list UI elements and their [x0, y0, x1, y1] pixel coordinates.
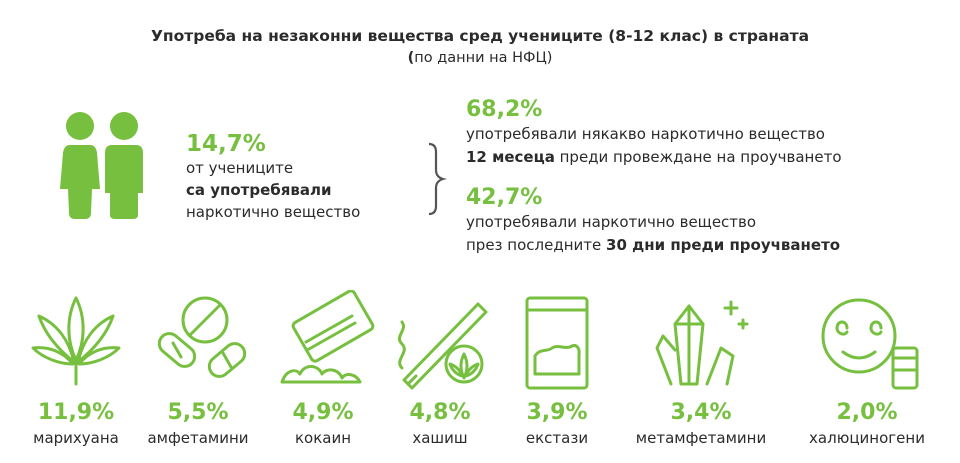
- stat-12-months-rest: преди провеждане на проучването: [554, 148, 842, 166]
- substance-percent: 4,9%: [292, 400, 354, 425]
- stat-12-months-value: 68,2%: [466, 97, 543, 122]
- substance-item: 11,9% марихуана: [16, 290, 136, 447]
- substance-item: 4,9% кокаин: [263, 290, 383, 447]
- substance-percent: 4,8%: [409, 400, 471, 425]
- substance-percent: 2,0%: [836, 400, 898, 425]
- substance-percent: 11,9%: [37, 400, 115, 425]
- stat-30-days-value: 42,7%: [466, 185, 543, 210]
- subtitle-text: по данни на НФЦ): [414, 50, 553, 66]
- stat-30-days-line1: употребявали наркотично вещество: [466, 213, 757, 231]
- stat-12-months: 68,2% употребявали някакво наркотично ве…: [466, 96, 842, 169]
- page-title: Употреба на незаконни вещества сред учен…: [150, 27, 810, 45]
- substance-item: 4,8% хашиш: [380, 290, 500, 447]
- substance-item: 3,9% екстази: [497, 290, 617, 447]
- substance-name: амфетамини: [147, 429, 249, 447]
- main-stat: 14,7% от учениците са употребявали нарко…: [186, 131, 360, 223]
- main-stat-line3: наркотично вещество: [186, 203, 361, 221]
- main-stat-line1: от учениците: [186, 159, 294, 177]
- page-subtitle: (по данни на НФЦ): [0, 50, 960, 66]
- smiley-face-icon: [821, 298, 919, 390]
- main-stat-value: 14,7%: [186, 131, 266, 157]
- stat-12-months-bold: 12 месеца: [466, 148, 555, 166]
- ecstasy-bag-icon: [525, 296, 589, 390]
- substance-percent: 5,5%: [167, 400, 229, 425]
- substance-name: марихуана: [33, 429, 119, 447]
- cocaine-card-icon: [280, 290, 375, 384]
- main-stat-line2: са употребявали: [186, 181, 332, 199]
- subtitle-paren: (: [407, 50, 415, 66]
- stat-12-months-line1: употребявали някакво наркотично вещество: [466, 125, 825, 143]
- substance-item: 5,5% амфетамини: [138, 290, 258, 447]
- substance-percent: 3,9%: [526, 400, 588, 425]
- stat-30-days: 42,7% употребявали наркотично вещество п…: [466, 184, 840, 257]
- joint-icon: [397, 302, 488, 390]
- substance-name: метамфетамини: [635, 429, 767, 447]
- people-icon: [56, 111, 148, 227]
- substance-name: халюциногени: [809, 429, 925, 447]
- substance-item: 2,0% халюциногени: [807, 290, 927, 447]
- substance-name: кокаин: [294, 429, 352, 447]
- curly-brace-icon: [423, 142, 447, 220]
- substance-percent: 3,4%: [670, 400, 732, 425]
- stat-30-days-line2: през последните 30 дни преди проучването: [466, 234, 840, 257]
- stat-30-days-rest: през последните: [466, 236, 607, 254]
- stat-12-months-line2: 12 месеца преди провеждане на проучванет…: [466, 146, 842, 169]
- substance-name: хашиш: [412, 429, 468, 447]
- substance-item: 3,4% метамфетамини: [636, 290, 766, 447]
- substances-row: 11,9% марихуана 5,5% амфетамини: [0, 290, 960, 463]
- stat-30-days-bold: 30 дни преди проучването: [606, 236, 841, 254]
- pills-icon: [157, 296, 247, 378]
- crystals-icon: [655, 300, 749, 386]
- cannabis-leaf-icon: [31, 296, 121, 386]
- substance-name: екстази: [525, 429, 589, 447]
